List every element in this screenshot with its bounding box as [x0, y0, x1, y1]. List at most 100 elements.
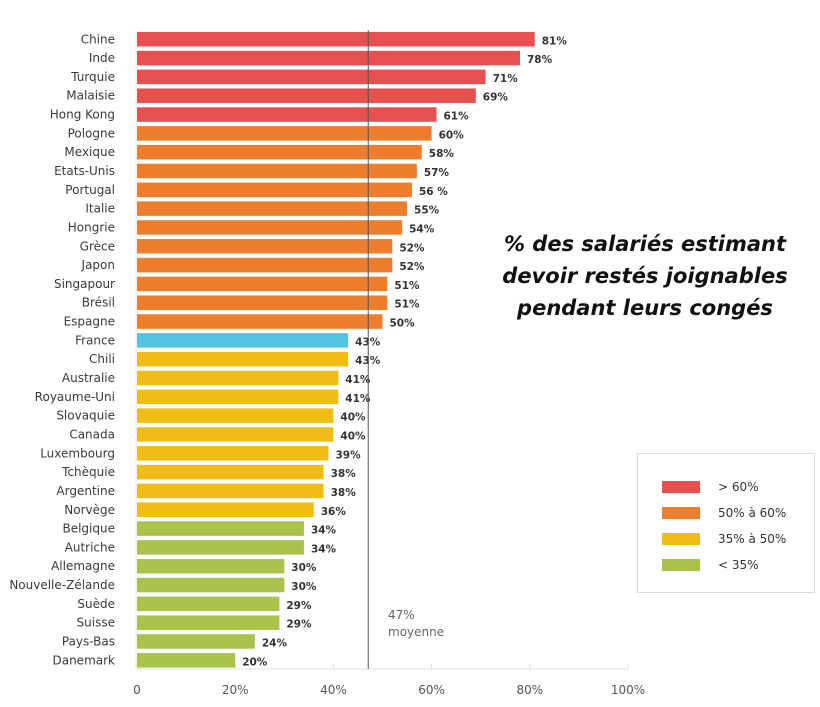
value-label: 55%: [414, 205, 440, 217]
bar-autriche: [137, 540, 304, 555]
category-label: France: [75, 333, 115, 347]
value-labels: 81% 78% 71% 69% 61% 60% 58% 57% 56 % 55% 54% 52% 52%…: [242, 35, 567, 668]
category-label: Danemark: [52, 653, 115, 667]
legend-item-mid: 50% à 60%: [662, 506, 786, 520]
bar-tch-quie: [137, 464, 324, 480]
bar-turquie: [137, 69, 486, 85]
value-label: 34%: [311, 543, 337, 555]
bar-france: [137, 333, 349, 348]
value-label: 29%: [286, 600, 312, 612]
category-label: Pays-Bas: [62, 634, 115, 648]
value-label: 51%: [394, 299, 420, 311]
x-tick-label: 60%: [418, 683, 445, 697]
bar-allemagne: [137, 558, 285, 574]
bar-espagne: [137, 314, 383, 329]
value-label: 50%: [390, 318, 416, 330]
value-label: 54%: [409, 223, 435, 235]
value-label: 51%: [394, 280, 420, 292]
value-label: 40%: [340, 430, 366, 442]
bar-hongrie: [137, 220, 403, 235]
value-label: 20%: [242, 656, 268, 668]
average-text-label: moyenne: [388, 625, 444, 639]
category-label: Japon: [81, 258, 115, 272]
category-label: Italie: [85, 202, 115, 216]
category-label: Suisse: [77, 616, 115, 630]
x-tick-label: 80%: [516, 683, 543, 697]
category-label: Mexique: [64, 145, 115, 159]
bar-japon: [137, 257, 393, 273]
bar-portugal: [137, 182, 412, 198]
category-label: Chili: [89, 352, 115, 366]
category-label: Inde: [89, 51, 115, 65]
bar-norv-ge: [137, 502, 314, 517]
category-label: Portugal: [65, 183, 115, 197]
category-label: Turquie: [70, 70, 115, 84]
category-labels: Chine Inde Turquie Malaisie Hong Kong Pologne…: [9, 32, 115, 667]
legend-swatch-low: [662, 533, 700, 545]
category-label: Australie: [62, 371, 115, 385]
category-label: Tchèquie: [61, 465, 115, 479]
category-label: Suède: [77, 597, 115, 611]
category-label: Nouvelle-Zélande: [9, 578, 115, 592]
category-label: Hongrie: [68, 220, 115, 234]
bar-suisse: [137, 615, 280, 630]
bar-inde: [137, 50, 520, 66]
legend-item-low: 35% à 50%: [662, 532, 786, 546]
category-label: Belgique: [62, 522, 115, 536]
category-label: Pologne: [68, 126, 115, 140]
bar-pologne: [137, 126, 432, 141]
bars: [137, 32, 535, 668]
bar-chili: [137, 351, 349, 367]
category-label: Luxembourg: [40, 446, 115, 460]
bar-mexique: [137, 144, 422, 160]
category-label: Grèce: [80, 239, 115, 253]
value-label: 52%: [399, 261, 425, 273]
category-label: Brésil: [82, 296, 115, 310]
value-label: 61%: [444, 111, 470, 123]
bar-chine: [137, 32, 535, 47]
value-label: 36%: [321, 506, 347, 518]
value-label: 39%: [335, 449, 361, 461]
chart-title-line-3: pendant leurs congés: [517, 296, 773, 320]
category-label: Malaisie: [66, 89, 115, 103]
legend-swatch-vlow: [662, 559, 700, 571]
value-label: 41%: [345, 374, 371, 386]
bar-australie: [137, 370, 339, 386]
bar-nouvelle-z-lande: [137, 577, 285, 593]
value-label: 30%: [291, 581, 317, 593]
x-axis: 0 20% 40% 60% 80% 100%: [133, 30, 645, 697]
value-label: 60%: [439, 129, 465, 141]
bar-canada: [137, 427, 334, 442]
value-label: 78%: [527, 54, 553, 66]
category-label: Canada: [69, 427, 115, 441]
bar-argentine: [137, 483, 324, 499]
category-label: Chine: [81, 32, 115, 46]
bar-pays-bas: [137, 634, 255, 649]
category-label: Norvège: [64, 503, 115, 517]
bar-belgique: [137, 521, 304, 536]
category-label: Argentine: [56, 484, 115, 498]
bar-su-de: [137, 596, 280, 612]
value-label: 56 %: [419, 186, 448, 198]
value-label: 52%: [399, 242, 425, 254]
bar-italie: [137, 201, 408, 216]
bar-slovaquie: [137, 408, 334, 423]
category-label: Singapour: [54, 277, 115, 291]
value-label: 57%: [424, 167, 450, 179]
legend-item-vlow: < 35%: [662, 558, 759, 572]
chart-title: % des salariés estimant devoir restés jo…: [480, 228, 810, 324]
category-label: Slovaquie: [56, 409, 115, 423]
value-label: 38%: [331, 468, 357, 480]
value-label: 71%: [493, 73, 519, 85]
value-label: 58%: [429, 148, 455, 160]
legend-label-low: 35% à 50%: [718, 532, 787, 546]
legend-label-mid: 50% à 60%: [718, 506, 787, 520]
legend-swatch-high: [662, 481, 700, 493]
bar-malaisie: [137, 88, 476, 103]
x-tick-label: 100%: [611, 683, 645, 697]
category-label: Espagne: [64, 315, 115, 329]
legend-swatch-mid: [662, 507, 700, 519]
legend: > 60% 50% à 60% 35% à 50% < 35%: [637, 453, 815, 593]
value-label: 69%: [483, 92, 509, 104]
bar-gr-ce: [137, 239, 393, 254]
